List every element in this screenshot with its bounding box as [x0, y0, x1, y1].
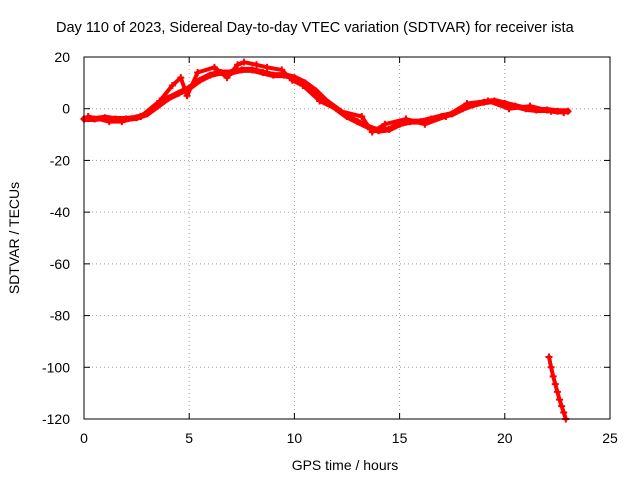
data-point [547, 107, 555, 115]
data-point [442, 112, 450, 120]
y-axis-label: SDTVAR / TECUs [6, 182, 22, 294]
data-point [206, 71, 214, 79]
data-point [137, 112, 145, 120]
data-point [463, 100, 471, 108]
data-point [240, 58, 248, 66]
data-point [526, 102, 534, 110]
data-point [238, 66, 246, 74]
data-point [553, 388, 561, 396]
y-tick-label: 0 [62, 101, 70, 117]
x-axis-label: GPS time / hours [292, 457, 399, 473]
data-point [223, 74, 231, 82]
data-point [549, 372, 557, 380]
data-point [402, 115, 410, 123]
data-point [194, 69, 202, 77]
y-tick-label: -20 [50, 152, 70, 168]
data-point [385, 125, 393, 133]
data-point [263, 63, 271, 71]
x-tick-label: 0 [80, 430, 88, 446]
data-point [105, 118, 113, 126]
data-point [560, 109, 568, 117]
data-point [118, 118, 126, 126]
data-point [175, 89, 183, 97]
x-tick-label: 20 [497, 430, 513, 446]
data-point [337, 107, 345, 115]
data-point [564, 107, 572, 115]
chart-title: Day 110 of 2023, Sidereal Day-to-day VTE… [56, 20, 575, 36]
y-tick-label: -100 [42, 359, 70, 375]
data-point [484, 97, 492, 105]
y-tick-label: -40 [50, 204, 70, 220]
data-point [299, 81, 307, 89]
data-point [368, 128, 376, 136]
series-scatter-spread [84, 58, 568, 136]
y-tick-label: 20 [54, 49, 70, 65]
data-point [505, 105, 513, 113]
data-point [354, 118, 362, 126]
data-point [248, 66, 256, 74]
data-point [551, 380, 559, 388]
data-point [253, 61, 261, 69]
series-late-drop [545, 353, 570, 423]
x-tick-label: 25 [602, 430, 618, 446]
series-trace [86, 60, 566, 134]
grid [84, 57, 610, 419]
y-tick-label: -80 [50, 308, 70, 324]
data-point [421, 120, 429, 128]
data-point [560, 409, 568, 417]
data-point [278, 66, 286, 74]
data-point [545, 353, 553, 361]
data-point [156, 97, 164, 105]
x-tick-label: 10 [287, 430, 303, 446]
data-point [183, 92, 191, 100]
y-tick-label: -120 [42, 411, 70, 427]
data-point [288, 76, 296, 84]
data-point [547, 363, 555, 371]
data-point [164, 94, 172, 102]
x-tick-label: 5 [185, 430, 193, 446]
data-point [381, 120, 389, 128]
data-point [316, 97, 324, 105]
plot-frame [83, 56, 611, 420]
data-point [556, 396, 564, 404]
data-point [84, 112, 92, 120]
data-point [259, 69, 267, 77]
data-point [269, 71, 277, 79]
data-point [210, 63, 218, 71]
y-tick-label: -60 [50, 256, 70, 272]
data-point [196, 76, 204, 84]
data-point [234, 61, 242, 69]
data-point [168, 81, 176, 89]
x-tick-label: 15 [392, 430, 408, 446]
series-main-arc [80, 66, 572, 135]
data-point [558, 402, 566, 410]
data-point [311, 87, 319, 95]
x-axis-ticks: 0 5 10 15 20 25 [80, 57, 618, 446]
data-point [177, 74, 185, 82]
data-point [358, 112, 366, 120]
data-series [80, 58, 572, 423]
y-axis-ticks: -120 -100 -80 -60 -40 -20 0 20 [42, 49, 610, 427]
